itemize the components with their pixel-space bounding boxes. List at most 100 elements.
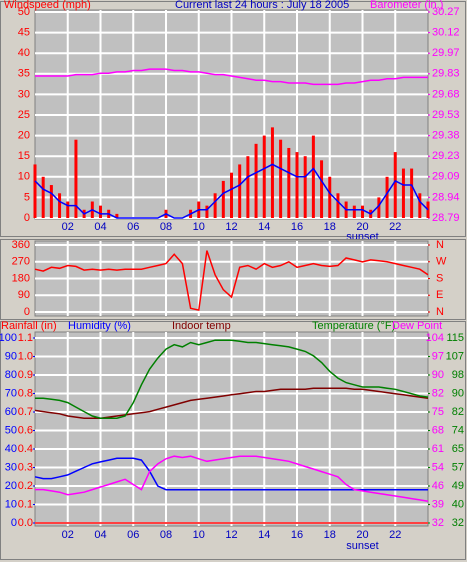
bar	[66, 201, 70, 218]
x-tick-label: 06	[127, 221, 139, 233]
y2-tick-label: 32	[452, 517, 464, 529]
y3-tick-label: 90	[5, 350, 17, 362]
chart-title: Current last 24 hours : July 18 2005	[175, 0, 349, 11]
y-tick-label: 270	[12, 256, 30, 268]
y2-tick-label: S	[436, 272, 443, 284]
y-tick-label: 0.2	[18, 480, 33, 492]
y-tick-label: 45	[18, 27, 30, 39]
bar	[74, 139, 78, 218]
y4-tick-label: 97	[432, 350, 444, 362]
bar	[230, 172, 233, 218]
y2-tick-label: 40	[452, 498, 464, 510]
y-tick-label: 360	[12, 239, 30, 251]
y4-tick-label: 46	[432, 480, 444, 492]
y2-tick-label: 90	[452, 387, 464, 399]
y2-tick-label: 29.38	[432, 130, 460, 142]
bar	[58, 193, 62, 218]
x-tick-label: 16	[291, 529, 303, 541]
x-tick-label: 22	[389, 221, 401, 233]
y2-tick-label: N	[436, 239, 444, 251]
bar	[361, 205, 364, 218]
line	[34, 163, 429, 219]
legend-label: Dew Point	[392, 320, 442, 332]
x-tick-label: 10	[193, 221, 205, 233]
bar	[49, 185, 53, 218]
bar	[238, 164, 242, 218]
y-tick-label: 35	[18, 68, 30, 80]
y-tick-label: 0.7	[18, 406, 33, 418]
bar	[246, 156, 250, 218]
bar	[115, 213, 119, 218]
x-tick-label: 08	[160, 529, 172, 541]
y2-tick-label: 57	[452, 461, 464, 473]
line	[35, 339, 429, 419]
y2-tick-label: 82	[452, 406, 464, 418]
bar	[418, 193, 422, 218]
y4-tick-label: 75	[432, 406, 444, 418]
bar	[287, 147, 291, 218]
y3-tick-label: 50	[5, 424, 17, 436]
x-tick-label: 18	[324, 529, 336, 541]
y4-tick-label: 39	[432, 498, 444, 510]
x-tick-label: 20	[356, 221, 368, 233]
y-tick-label: 50	[18, 6, 30, 18]
bar	[352, 205, 356, 218]
y3-tick-label: 0	[11, 517, 17, 529]
y-tick-label: 180	[12, 272, 30, 284]
annotation: sunset	[346, 540, 378, 552]
y-tick-label: 0.1	[18, 498, 33, 510]
y2-tick-label: W	[436, 256, 447, 268]
bar	[33, 164, 37, 218]
x-tick-label: 16	[291, 221, 303, 233]
x-tick-label: 08	[160, 221, 172, 233]
y-tick-label: 10	[18, 171, 30, 183]
bar	[410, 168, 414, 218]
y2-tick-label: 29.53	[432, 109, 460, 121]
x-tick-label: 02	[62, 529, 74, 541]
line	[34, 250, 429, 312]
bar	[401, 168, 405, 218]
y2-tick-label: 107	[446, 350, 464, 362]
x-tick-label: 10	[193, 529, 205, 541]
line	[34, 457, 428, 491]
bar	[205, 205, 209, 218]
bar	[311, 135, 315, 218]
y2-tick-label: 49	[452, 480, 464, 492]
bar	[262, 135, 266, 218]
y-tick-label: 0.0	[18, 517, 33, 529]
line	[35, 455, 429, 502]
bar	[270, 127, 274, 218]
y-tick-label: 0.9	[18, 369, 33, 381]
y2-tick-label: 29.23	[432, 150, 460, 162]
y2-axis-title: Barometer (in.)	[370, 0, 443, 11]
y2-tick-label: N	[436, 306, 444, 318]
y2-tick-label: 65	[452, 443, 464, 455]
y3-tick-label: 30	[5, 461, 17, 473]
y2-tick-label: 29.83	[432, 68, 460, 80]
y-tick-label: 0.3	[18, 461, 33, 473]
y3-tick-label: 10	[5, 498, 17, 510]
x-tick-label: 04	[94, 529, 106, 541]
legend-label: Indoor temp	[172, 320, 231, 332]
y3-tick-label: 70	[5, 387, 17, 399]
x-tick-label: 14	[258, 529, 270, 541]
x-tick-label: 20	[356, 529, 368, 541]
bar	[377, 197, 381, 218]
y2-tick-label: 28.79	[432, 212, 460, 224]
y3-tick-label: 60	[5, 406, 17, 418]
x-tick-label: 14	[258, 221, 270, 233]
y2-tick-label: 29.09	[432, 171, 460, 183]
y-tick-label: 0	[24, 212, 30, 224]
x-tick-label: 12	[225, 529, 237, 541]
bar	[99, 205, 102, 218]
y4-tick-label: 61	[432, 443, 444, 455]
y2-tick-label: E	[436, 289, 443, 301]
y-tick-label: 30	[18, 88, 30, 100]
y-tick-label: 0.8	[18, 387, 33, 399]
bar	[336, 193, 340, 218]
x-tick-label: 02	[62, 221, 74, 233]
y-axis-title: Windspeed (mph)	[4, 0, 91, 11]
y-tick-label: 5	[24, 191, 30, 203]
y-tick-label: 1.1	[18, 332, 33, 344]
